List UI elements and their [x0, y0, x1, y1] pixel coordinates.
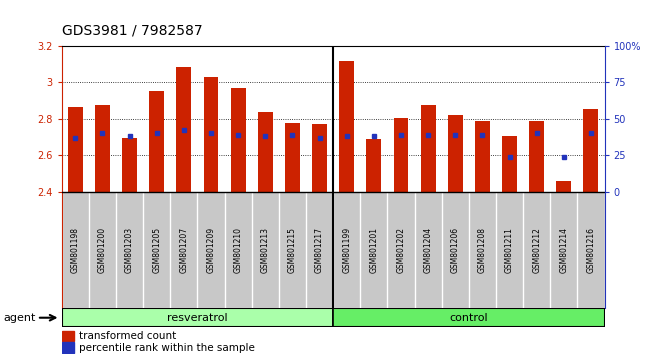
- Bar: [258, 113, 273, 192]
- Text: GSM801216: GSM801216: [586, 227, 595, 273]
- Bar: [339, 62, 354, 192]
- Text: GSM801212: GSM801212: [532, 227, 541, 273]
- Bar: [231, 88, 246, 192]
- Bar: [367, 139, 382, 192]
- Text: GSM801199: GSM801199: [342, 227, 351, 273]
- Text: control: control: [450, 313, 488, 323]
- Bar: [95, 105, 110, 192]
- Bar: [421, 105, 436, 192]
- Bar: [502, 136, 517, 192]
- Bar: [556, 181, 571, 192]
- Bar: [475, 121, 490, 192]
- Text: GSM801213: GSM801213: [261, 227, 270, 273]
- Text: agent: agent: [3, 313, 36, 323]
- Text: GSM801214: GSM801214: [559, 227, 568, 273]
- Bar: [312, 124, 327, 192]
- Text: GSM801210: GSM801210: [233, 227, 242, 273]
- Text: resveratrol: resveratrol: [167, 313, 228, 323]
- Text: GSM801200: GSM801200: [98, 227, 107, 273]
- Text: GSM801198: GSM801198: [71, 227, 80, 273]
- Bar: [203, 77, 218, 192]
- Text: GSM801202: GSM801202: [396, 227, 406, 273]
- Text: GSM801208: GSM801208: [478, 227, 487, 273]
- Text: GSM801203: GSM801203: [125, 227, 134, 273]
- Text: GSM801215: GSM801215: [288, 227, 297, 273]
- Bar: [62, 331, 73, 341]
- Bar: [62, 192, 604, 308]
- Text: GSM801206: GSM801206: [450, 227, 460, 273]
- Bar: [68, 107, 83, 192]
- Text: GSM801205: GSM801205: [152, 227, 161, 273]
- Text: transformed count: transformed count: [79, 331, 176, 341]
- Text: GSM801209: GSM801209: [207, 227, 216, 273]
- Text: GDS3981 / 7982587: GDS3981 / 7982587: [62, 23, 202, 37]
- Bar: [393, 118, 408, 192]
- Bar: [285, 123, 300, 192]
- Bar: [122, 138, 137, 192]
- Text: GSM801217: GSM801217: [315, 227, 324, 273]
- Text: GSM801204: GSM801204: [424, 227, 433, 273]
- Bar: [150, 91, 164, 192]
- Text: percentile rank within the sample: percentile rank within the sample: [79, 343, 255, 353]
- Bar: [333, 308, 604, 327]
- Text: GSM801211: GSM801211: [505, 227, 514, 273]
- Bar: [448, 115, 463, 192]
- Text: GSM801207: GSM801207: [179, 227, 188, 273]
- Text: GSM801201: GSM801201: [369, 227, 378, 273]
- Bar: [176, 67, 191, 192]
- Bar: [62, 342, 73, 353]
- Bar: [62, 308, 333, 327]
- Bar: [584, 109, 599, 192]
- Bar: [529, 121, 544, 192]
